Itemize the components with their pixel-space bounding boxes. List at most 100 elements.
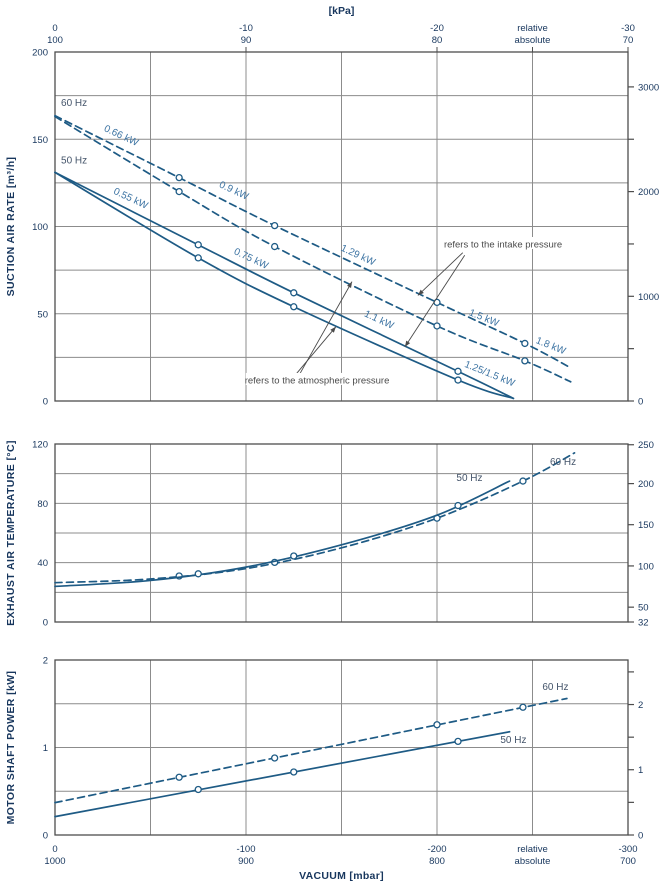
y-tick-label: 1 [43,743,48,754]
left-axis-labels: 120 80 40 0 [32,440,48,629]
data-marker [194,570,202,578]
data-marker [290,289,298,297]
right-axis-label: 32 [638,618,649,629]
series-60hz-markers [175,477,527,580]
left-axis-labels: 200 150 100 50 0 [32,48,48,408]
curve-label-50-hz: 50 Hz [456,473,482,484]
bottom-axis-label: -200 [427,844,446,855]
curve-label-0-55-kw: 0.55 kW [112,186,150,212]
y-tick-label: 100 [32,222,48,233]
right-axis-label: 100 [638,561,654,572]
curve-label-50-hz: 50 Hz [61,156,87,167]
data-marker [521,339,529,348]
top-axis-label: 100 [47,35,63,46]
data-marker [270,754,279,762]
series-50hz [54,730,511,818]
series-50hz-markers [194,501,462,578]
bottom-axis-label: absolute [515,856,551,867]
series-50hz-intake-markers [194,241,462,375]
plot-frame [54,659,629,836]
bottom-axis-label: 0 [52,844,57,855]
series-60hz-intake-markers [175,173,529,348]
annotation-text: refers to the intake pressure [444,239,562,250]
top-axis-label: -20 [430,23,444,34]
annotation-arrow [299,281,353,374]
series-50hz [54,480,511,588]
y-tick-label: 0 [43,618,48,629]
curve-label-0-66-kw: 0.66 kW [102,123,140,149]
data-marker [454,367,462,375]
plot-suction-air-rate: 200 150 100 50 0 0 1000 2000 3000 SUCTION AIR RAT… [5,48,659,408]
gridlines [55,52,628,401]
y-tick-label: 150 [32,135,48,146]
data-marker [454,376,462,384]
bottom-axis-title: VACUUM [mbar] [299,870,384,882]
annotation-arrow [417,252,464,296]
annotation-arrow [404,255,466,348]
annotation: refers to the atmospheric pressure [245,281,390,386]
series-60hz-markers [175,703,527,781]
data-marker [175,773,183,781]
curve-label-60-hz: 60 Hz [61,98,87,109]
bottom-axis-label: relative [517,844,548,855]
y-tick-label: 40 [37,558,48,569]
curve-label-50-hz: 50 Hz [500,735,526,746]
series-60hz [54,697,568,804]
data-marker [519,703,527,711]
y-tick-label: 0 [43,831,48,842]
bottom-axis-label: 700 [620,856,636,867]
top-axis-label: 70 [623,35,634,46]
gridlines [55,660,628,835]
data-marker [454,501,462,510]
data-marker [270,242,279,251]
top-axis-label: -30 [621,23,635,34]
data-marker [454,737,462,746]
right-axis: 0 1 2 [628,671,643,842]
plot-exhaust-air-temperature: 120 80 40 0 32 50 100 150 200 250 EXHAUST AIR TEMP… [5,440,654,629]
curve-label-1-8-kw: 1.8 kW [534,335,567,357]
right-axis-label: 2 [638,700,643,711]
bottom-axis-label: -100 [236,844,255,855]
annotation-bg [441,236,565,249]
data-marker [290,768,298,776]
right-axis-label: 2000 [638,187,659,198]
annotation-text: refers to the atmospheric pressure [245,375,390,386]
top-axis-label: 90 [241,35,252,46]
annotation-arrowhead [330,326,336,333]
data-marker [175,173,183,182]
annotation-arrowhead [417,289,424,296]
y-tick-label: 50 [37,309,48,320]
bottom-axis-label: 800 [429,856,445,867]
right-axis-label: 1 [638,765,643,776]
top-axis-label: absolute [515,35,551,46]
right-axis: 0 1000 2000 3000 [628,82,659,408]
series-60hz [54,452,576,584]
top-axis-label: relative [517,23,548,34]
data-marker [290,303,298,311]
curve-label-60-hz: 60 Hz [542,682,568,693]
series-60hz-atmospheric-markers [175,187,529,365]
y-tick-label: 0 [43,397,48,408]
right-axis-label: 200 [638,479,654,490]
data-marker [270,221,279,230]
right-axis: 32 50 100 150 200 250 [628,440,654,629]
data-marker [194,254,202,262]
series-50hz-markers [194,737,462,794]
data-marker [519,477,527,485]
bottom-axis-label: 900 [238,856,254,867]
y-axis-title: EXHAUST AIR TEMPERATURE [°C] [5,440,17,626]
plot-frame [54,51,629,402]
annotation-arrowhead [347,281,353,288]
y-tick-label: 2 [43,656,48,667]
data-marker [194,241,202,249]
right-axis-label: 250 [638,440,654,451]
data-marker [521,357,529,365]
annotation-arrowhead [404,340,411,347]
y-tick-label: 120 [32,440,48,451]
plot-motor-shaft-power: 2 1 0 0 1 2 MOTOR SHAFT POWER [kW] 60 Hz 50 Hz [5,656,643,842]
data-marker [290,552,298,560]
data-marker [433,721,441,729]
